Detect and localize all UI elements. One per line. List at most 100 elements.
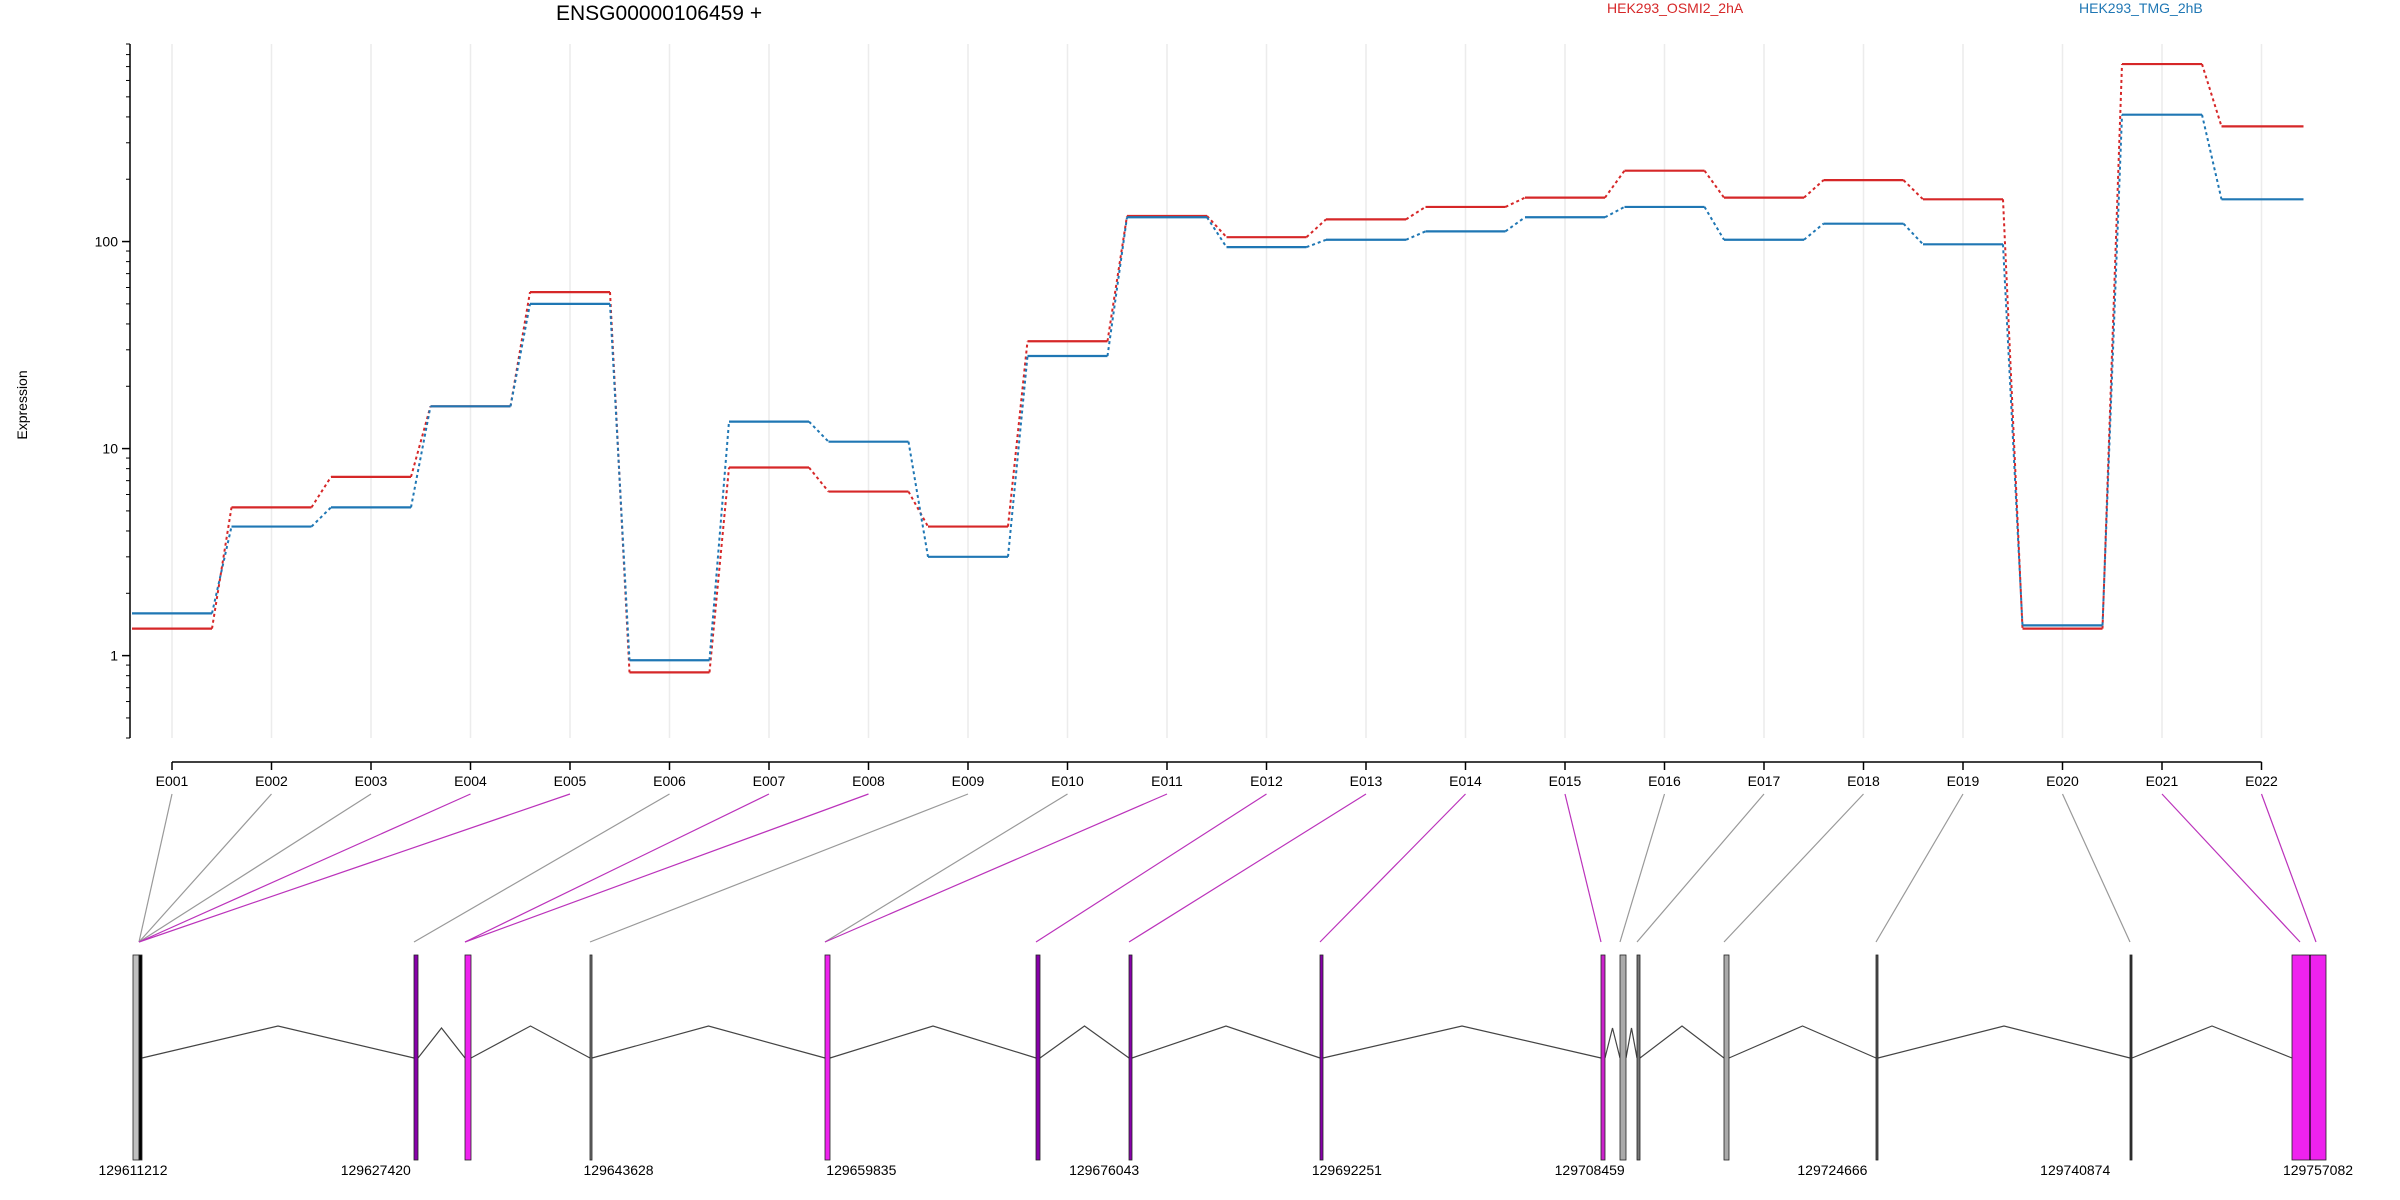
genomic-coordinate-label: 129740874 <box>2040 1162 2110 1178</box>
intron-line <box>417 1027 466 1059</box>
intron-line <box>591 1025 826 1059</box>
series-osmi-connector <box>1505 196 1526 208</box>
genomic-coordinate-label: 129627420 <box>341 1162 411 1178</box>
genomic-coordinate-label: 129676043 <box>1069 1162 1139 1178</box>
exon-block <box>1128 954 1133 1161</box>
chart-title: ENSG00000106459 + <box>556 2 763 25</box>
genomic-coordinate-label: 129643628 <box>584 1162 654 1178</box>
exon-mapping-line <box>589 793 969 943</box>
series-tmg-connector <box>310 506 332 528</box>
intron-line <box>1728 1025 1877 1059</box>
series-osmi-connector <box>1007 341 1029 527</box>
x-tick-label: E016 <box>1648 773 1681 789</box>
x-tick-label: E019 <box>1947 773 1980 789</box>
exon-mapping-line <box>2161 793 2301 943</box>
exon-mapping-line <box>464 793 869 943</box>
exon-mapping-line <box>138 793 372 943</box>
series-tmg-connector <box>1405 230 1426 241</box>
exon-mapping-line <box>1128 793 1367 943</box>
exon-mapping-line <box>2061 793 2131 943</box>
genomic-coordinate-label: 129724666 <box>1797 1162 1867 1178</box>
series-tmg-connector <box>1306 238 1327 249</box>
exon-block <box>589 954 593 1161</box>
series-osmi-connector <box>1803 179 1825 199</box>
exon-mapping-line <box>824 793 1068 943</box>
series-tmg-connector <box>1106 217 1128 357</box>
series-tmg-connector <box>211 526 233 614</box>
intron-line <box>1639 1025 1725 1059</box>
series-osmi-connector <box>310 476 332 508</box>
series-osmi-connector <box>211 507 233 629</box>
x-tick-label: E006 <box>653 773 686 789</box>
series-osmi-connector <box>1206 215 1228 238</box>
exon-block <box>1636 954 1641 1161</box>
exon-mapping-line <box>1875 793 1964 943</box>
exon-mapping-line <box>138 793 272 943</box>
exon-block <box>1319 954 1324 1161</box>
series-tmg-connector <box>2101 114 2123 626</box>
series-tmg-connector <box>2201 114 2223 200</box>
series-osmi-connector <box>808 466 830 493</box>
genomic-coordinate-label: 129692251 <box>1312 1162 1382 1178</box>
series-tmg-connector <box>410 406 432 508</box>
x-tick-label: E007 <box>753 773 786 789</box>
x-tick-label: E013 <box>1350 773 1383 789</box>
y-tick-label: 10 <box>102 441 118 457</box>
exon-mapping-line <box>413 793 670 943</box>
series-tmg-connector <box>609 303 631 661</box>
legend-entry-osmi: HEK293_OSMI2_2hA <box>1607 0 1744 16</box>
x-tick-label: E020 <box>2046 773 2079 789</box>
exon-mapping-line <box>138 793 173 943</box>
intron-line <box>141 1025 415 1059</box>
intron-line <box>1322 1025 1602 1059</box>
intron-line <box>1604 1027 1621 1059</box>
x-tick-label: E011 <box>1151 773 1183 789</box>
x-tick-label: E005 <box>554 773 587 789</box>
exon-mapping-line <box>138 793 571 943</box>
x-tick-label: E014 <box>1449 773 1482 789</box>
intron-line <box>1625 1027 1638 1059</box>
y-tick-label: 1 <box>110 648 118 664</box>
series-tmg-connector <box>1902 222 1924 245</box>
x-tick-label: E008 <box>852 773 885 789</box>
series-tmg-connector <box>1504 216 1526 233</box>
series-osmi-connector <box>609 292 631 673</box>
exon-mapping-line <box>1636 793 1765 943</box>
series-osmi-connector <box>509 291 531 407</box>
series-osmi-connector <box>708 467 730 673</box>
exon-block <box>1723 954 1730 1161</box>
series-osmi-connector <box>1902 179 1924 201</box>
genomic-coordinate-label: 129757082 <box>2283 1162 2353 1178</box>
series-tmg-connector <box>509 303 531 407</box>
genomic-coordinate-label: 129611212 <box>98 1162 167 1178</box>
exon-block <box>1619 954 1627 1161</box>
exon-block <box>1875 954 1879 1161</box>
exon-mapping-line <box>1619 793 1666 943</box>
x-tick-label: E017 <box>1748 773 1781 789</box>
genomic-coordinate-label: 129659835 <box>826 1162 896 1178</box>
exon-block <box>138 954 143 1161</box>
genomic-coordinate-label: 129708459 <box>1555 1162 1625 1178</box>
intron-line <box>2131 1025 2293 1059</box>
series-osmi-connector <box>907 491 929 528</box>
exon-block <box>2291 954 2327 1161</box>
exon-block <box>413 954 419 1161</box>
series-osmi-connector <box>1305 218 1327 238</box>
series-tmg-connector <box>1206 216 1228 248</box>
x-tick-label: E010 <box>1051 773 1084 789</box>
x-tick-label: E018 <box>1847 773 1880 789</box>
exon-mapping-line <box>464 793 770 943</box>
intron-line <box>1131 1025 1321 1059</box>
intron-line <box>470 1025 591 1059</box>
legend-entry-tmg: HEK293_TMG_2hB <box>2079 0 2203 16</box>
series-osmi-connector <box>2101 64 2123 629</box>
series-tmg-connector <box>708 421 730 661</box>
exon-block <box>2129 954 2133 1161</box>
exon-mapping-line <box>1723 793 1864 943</box>
exon-block <box>824 954 831 1161</box>
exon-mapping-line <box>138 793 471 943</box>
x-tick-label: E003 <box>355 773 388 789</box>
series-osmi-connector <box>1604 170 1626 199</box>
exon-block <box>1035 954 1041 1161</box>
